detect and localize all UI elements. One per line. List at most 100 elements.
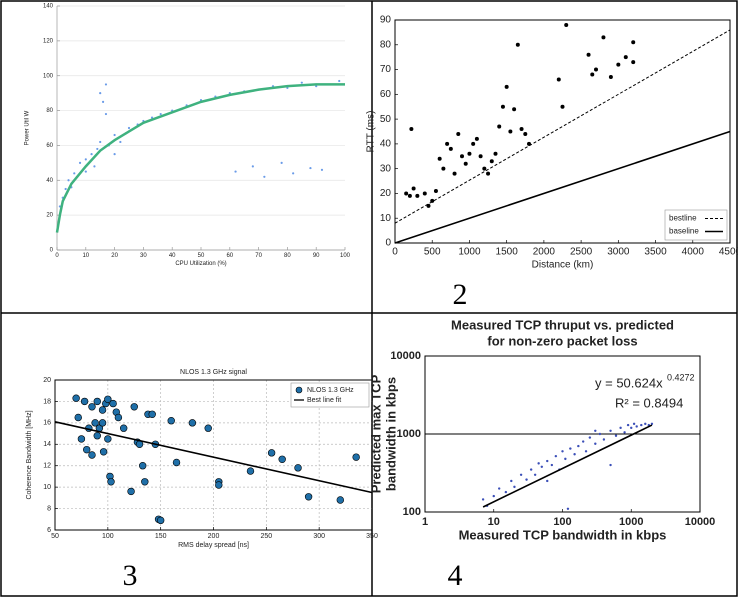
data-point bbox=[407, 193, 412, 198]
data-point bbox=[519, 473, 523, 476]
data-point bbox=[602, 438, 606, 441]
x-axis-label: CPU Utilization (%) bbox=[175, 261, 226, 267]
data-point bbox=[467, 151, 472, 156]
y-axis-label: bandwidth in kbps bbox=[383, 377, 398, 491]
data-point bbox=[478, 154, 483, 159]
data-point bbox=[294, 464, 302, 472]
x-tick-label: 50 bbox=[51, 533, 59, 540]
data-point bbox=[104, 112, 108, 116]
x-tick-label: 3500 bbox=[644, 247, 667, 258]
y-tick-label: 16 bbox=[43, 420, 51, 427]
data-point bbox=[74, 413, 82, 422]
data-point bbox=[577, 444, 580, 448]
data-point bbox=[504, 84, 509, 89]
data-point bbox=[404, 191, 409, 196]
data-point bbox=[91, 419, 99, 427]
data-point bbox=[77, 435, 86, 443]
data-point bbox=[101, 100, 105, 103]
data-point bbox=[609, 429, 612, 432]
x-tick-label: 2000 bbox=[533, 247, 556, 258]
data-point bbox=[523, 131, 528, 136]
data-point bbox=[119, 140, 122, 144]
data-point bbox=[234, 170, 237, 173]
data-point bbox=[609, 463, 612, 467]
y-tick-label: 60 bbox=[380, 89, 392, 100]
x-tick-label: 100 bbox=[553, 516, 571, 528]
data-point bbox=[204, 424, 212, 432]
y-tick-label: 20 bbox=[380, 188, 392, 199]
data-point bbox=[64, 187, 67, 191]
y-tick-label: 40 bbox=[46, 178, 53, 184]
data-point bbox=[150, 116, 154, 119]
data-point bbox=[104, 83, 108, 86]
y-tick-label: 14 bbox=[43, 441, 51, 448]
data-point bbox=[630, 426, 633, 430]
data-point bbox=[497, 487, 501, 490]
data-line bbox=[55, 83, 345, 233]
data-point bbox=[72, 394, 80, 402]
y-axis-label: RTT (ms) bbox=[366, 111, 377, 153]
data-point bbox=[78, 161, 82, 164]
data-point bbox=[632, 422, 636, 426]
x-tick-label: 0 bbox=[55, 253, 59, 259]
data-point bbox=[93, 165, 96, 168]
y-tick-label: 20 bbox=[46, 213, 53, 219]
y-tick-label: 20 bbox=[43, 377, 51, 384]
data-point bbox=[109, 399, 117, 408]
data-point bbox=[141, 478, 149, 486]
x-tick-label: 250 bbox=[260, 533, 272, 540]
data-point bbox=[148, 410, 156, 418]
data-point bbox=[623, 55, 628, 60]
y-tick-label: 40 bbox=[380, 139, 392, 150]
data-point bbox=[251, 165, 254, 168]
data-point bbox=[113, 153, 116, 156]
data-point bbox=[608, 74, 613, 79]
data-point bbox=[67, 179, 70, 182]
x-tick-label: 80 bbox=[284, 253, 291, 259]
data-line bbox=[394, 130, 731, 244]
data-point bbox=[98, 406, 107, 414]
chart-title: NLOS 1.3 GHz signal bbox=[180, 369, 247, 376]
data-point bbox=[280, 161, 283, 164]
legend-label: NLOS 1.3 GHz bbox=[307, 387, 354, 394]
data-point bbox=[546, 459, 549, 463]
data-point bbox=[508, 129, 513, 134]
data-point bbox=[88, 403, 96, 411]
y-tick-label: 100 bbox=[403, 506, 421, 518]
data-point bbox=[556, 77, 561, 82]
y-tick-label: 50 bbox=[380, 114, 392, 125]
data-point bbox=[561, 450, 564, 453]
y-tick-label: 10000 bbox=[390, 350, 421, 362]
data-point bbox=[215, 481, 223, 489]
data-point bbox=[114, 413, 123, 422]
data-point bbox=[481, 498, 485, 501]
data-point bbox=[482, 166, 487, 171]
data-point bbox=[614, 434, 618, 437]
legend-box bbox=[664, 209, 728, 241]
data-point bbox=[448, 146, 453, 151]
x-tick-label: 2500 bbox=[570, 247, 593, 258]
y-tick-label: 0 bbox=[50, 248, 54, 254]
data-point bbox=[292, 172, 295, 175]
data-point bbox=[594, 67, 598, 72]
annotation: y = 50.624x bbox=[595, 375, 663, 390]
x-tick-label: 350 bbox=[366, 533, 378, 540]
data-point bbox=[525, 478, 528, 481]
data-point bbox=[352, 453, 360, 461]
data-point bbox=[504, 490, 508, 494]
x-tick-label: 100 bbox=[102, 533, 114, 540]
y-tick-label: 8 bbox=[47, 505, 51, 512]
x-tick-label: 500 bbox=[424, 247, 441, 258]
data-point bbox=[409, 127, 414, 132]
x-tick-label: 40 bbox=[169, 253, 176, 259]
data-point bbox=[493, 151, 498, 156]
data-point bbox=[623, 431, 626, 434]
data-point bbox=[492, 494, 495, 498]
data-point bbox=[338, 79, 341, 83]
data-line bbox=[394, 29, 731, 224]
legend-swatch bbox=[295, 386, 303, 394]
data-point bbox=[309, 166, 312, 170]
data-point bbox=[452, 171, 457, 176]
data-point bbox=[156, 516, 165, 525]
data-point bbox=[626, 423, 630, 427]
